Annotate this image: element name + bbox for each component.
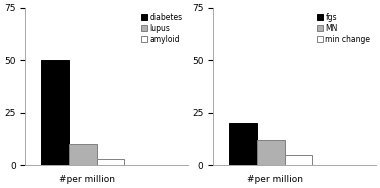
Legend: fgs, MN, min change: fgs, MN, min change [315,11,372,45]
Bar [229,123,256,165]
Bar [97,159,125,165]
Bar [69,144,97,165]
Legend: diabetes, lupus, amyloid: diabetes, lupus, amyloid [139,11,184,45]
Bar [256,140,285,165]
Bar [285,155,312,165]
Bar [41,60,69,165]
